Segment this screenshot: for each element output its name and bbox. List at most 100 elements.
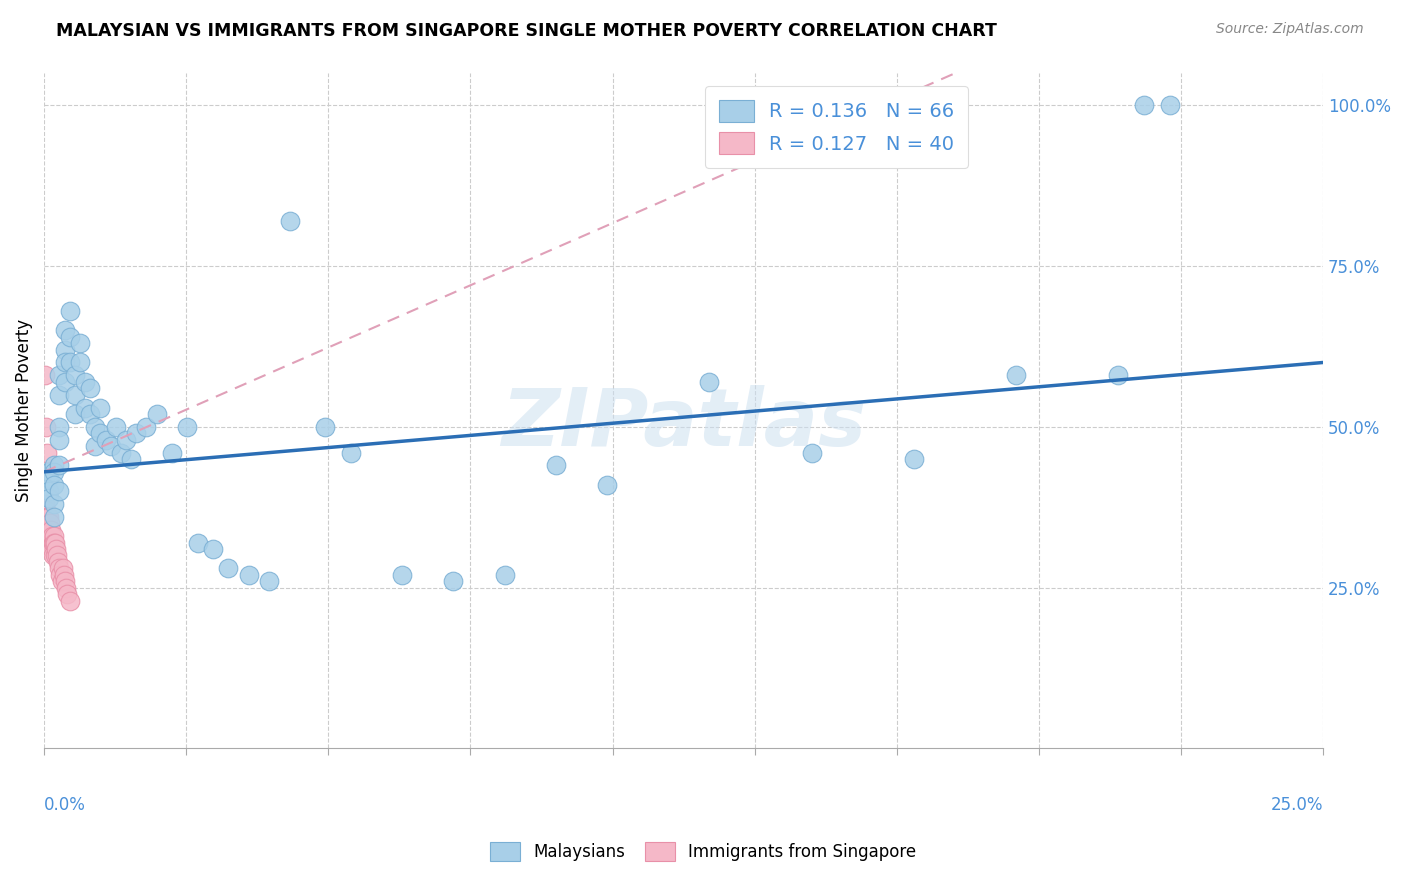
Point xyxy=(391,567,413,582)
Text: Source: ZipAtlas.com: Source: ZipAtlas.com xyxy=(1216,22,1364,37)
Point xyxy=(79,407,101,421)
Point xyxy=(494,567,516,582)
Point xyxy=(73,401,96,415)
Point xyxy=(53,355,76,369)
Point xyxy=(38,529,60,543)
Point xyxy=(39,523,62,537)
Point xyxy=(89,401,111,415)
Point xyxy=(63,368,86,383)
Point xyxy=(53,343,76,357)
Point xyxy=(544,458,567,473)
Y-axis label: Single Mother Poverty: Single Mother Poverty xyxy=(15,319,32,502)
Point xyxy=(46,549,69,563)
Point xyxy=(55,581,77,595)
Point xyxy=(120,452,142,467)
Point xyxy=(100,439,122,453)
Point xyxy=(596,477,619,491)
Point xyxy=(37,516,59,531)
Point xyxy=(69,355,91,369)
Point xyxy=(44,549,66,563)
Point xyxy=(45,542,67,557)
Point xyxy=(38,523,60,537)
Legend: Malaysians, Immigrants from Singapore: Malaysians, Immigrants from Singapore xyxy=(484,835,922,868)
Point xyxy=(160,445,183,459)
Point xyxy=(34,368,56,383)
Point xyxy=(53,323,76,337)
Point xyxy=(1108,368,1130,383)
Point xyxy=(38,523,60,537)
Point xyxy=(48,387,70,401)
Point xyxy=(1133,98,1156,112)
Point xyxy=(38,465,60,479)
Point xyxy=(34,497,56,511)
Point xyxy=(44,465,66,479)
Point xyxy=(44,509,66,524)
Point xyxy=(79,381,101,395)
Point xyxy=(125,426,148,441)
Point xyxy=(697,375,720,389)
Point xyxy=(315,419,337,434)
Point xyxy=(84,419,107,434)
Point xyxy=(38,491,60,505)
Point xyxy=(48,458,70,473)
Point xyxy=(63,407,86,421)
Point xyxy=(44,497,66,511)
Point xyxy=(340,445,363,459)
Point xyxy=(35,523,58,537)
Point xyxy=(44,535,66,549)
Point xyxy=(145,407,167,421)
Point xyxy=(51,574,73,589)
Point xyxy=(48,433,70,447)
Point xyxy=(42,549,65,563)
Point xyxy=(187,535,209,549)
Point xyxy=(104,419,127,434)
Point xyxy=(59,355,82,369)
Point xyxy=(42,529,65,543)
Point xyxy=(41,529,63,543)
Point xyxy=(48,368,70,383)
Point xyxy=(53,375,76,389)
Point xyxy=(35,516,58,531)
Text: MALAYSIAN VS IMMIGRANTS FROM SINGAPORE SINGLE MOTHER POVERTY CORRELATION CHART: MALAYSIAN VS IMMIGRANTS FROM SINGAPORE S… xyxy=(56,22,997,40)
Point xyxy=(37,529,59,543)
Point xyxy=(48,561,70,575)
Point xyxy=(37,523,59,537)
Point xyxy=(44,458,66,473)
Point xyxy=(441,574,464,589)
Point xyxy=(110,445,132,459)
Legend: R = 0.136   N = 66, R = 0.127   N = 40: R = 0.136 N = 66, R = 0.127 N = 40 xyxy=(706,87,969,168)
Point xyxy=(53,574,76,589)
Point xyxy=(39,535,62,549)
Point xyxy=(201,542,224,557)
Point xyxy=(37,509,59,524)
Point xyxy=(1005,368,1028,383)
Text: 25.0%: 25.0% xyxy=(1271,796,1323,814)
Point xyxy=(37,516,59,531)
Point xyxy=(903,452,925,467)
Point xyxy=(39,516,62,531)
Point xyxy=(44,477,66,491)
Point xyxy=(176,419,198,434)
Point xyxy=(38,484,60,499)
Point xyxy=(52,567,75,582)
Point xyxy=(135,419,157,434)
Point xyxy=(59,593,82,607)
Point xyxy=(44,535,66,549)
Point xyxy=(278,214,301,228)
Point xyxy=(217,561,239,575)
Point xyxy=(34,419,56,434)
Point xyxy=(35,445,58,459)
Point xyxy=(34,509,56,524)
Text: 0.0%: 0.0% xyxy=(44,796,86,814)
Text: ZIPatlas: ZIPatlas xyxy=(501,385,866,463)
Point xyxy=(48,555,70,569)
Point xyxy=(38,471,60,485)
Point xyxy=(59,304,82,318)
Point xyxy=(800,445,823,459)
Point xyxy=(1159,98,1181,112)
Point xyxy=(48,484,70,499)
Point xyxy=(42,535,65,549)
Point xyxy=(35,509,58,524)
Point xyxy=(115,433,138,447)
Point xyxy=(38,509,60,524)
